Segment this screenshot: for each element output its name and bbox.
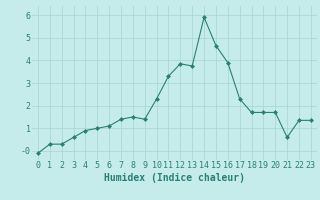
X-axis label: Humidex (Indice chaleur): Humidex (Indice chaleur) xyxy=(104,173,245,183)
